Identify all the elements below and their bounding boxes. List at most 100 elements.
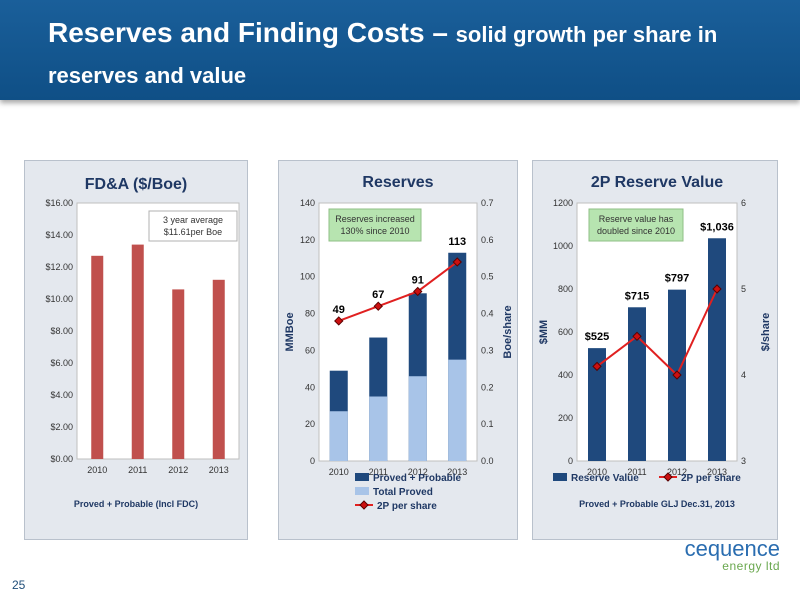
y-tick-label: $10.00 (45, 294, 73, 304)
fda-chart: FD&A ($/Boe) $0.00 $2.00 $4.00 $6.00 $8.00 $10… (45, 176, 240, 509)
x-tick-label: 2013 (707, 467, 727, 477)
y-tick-label: $4.00 (50, 390, 73, 400)
y-right-tick-label: 0.3 (481, 345, 494, 355)
line-point (712, 284, 722, 294)
callout-text: doubled since 2010 (597, 226, 675, 236)
reserve-value-chart-panel: 2P Reserve Value 0 200 400 600 800 1000 1200 3 4 5… (532, 160, 778, 540)
line-point (452, 257, 462, 267)
fda-chart-panel: FD&A ($/Boe) $0.00 $2.00 $4.00 $6.00 $8.00 $10… (24, 160, 248, 540)
callout-text: 130% since 2010 (340, 226, 409, 236)
y-tick-label: $16.00 (45, 198, 73, 208)
series-line (338, 261, 458, 322)
y-right-tick-label: 0.2 (481, 382, 494, 392)
data-label: 113 (448, 236, 466, 248)
chart-title: FD&A ($/Boe) (85, 176, 188, 193)
data-label: 67 (372, 289, 384, 301)
bar-inner (329, 411, 348, 461)
legend-swatch (553, 473, 567, 481)
y-tick-label: 20 (305, 419, 315, 429)
y-tick-label: 140 (300, 198, 315, 208)
x-tick-label: 2011 (369, 467, 388, 477)
y-tick-label: 1200 (553, 198, 573, 208)
x-tick-label: 2010 (87, 465, 107, 475)
data-label: $525 (585, 331, 609, 343)
bar-inner (448, 359, 467, 461)
title-banner: Reserves and Finding Costs – solid growt… (0, 0, 800, 100)
logo-wordmark: cequence (684, 536, 780, 561)
x-tick-label: 2012 (667, 467, 687, 477)
chart-footnote: Proved + Probable GLJ Dec.31, 2013 (579, 499, 735, 509)
callout-text: Reserve value has (599, 214, 674, 224)
y-right-tick-label: 0.4 (481, 309, 494, 319)
series-line (596, 288, 718, 377)
line-point (373, 301, 383, 311)
y-tick-label: 400 (558, 370, 573, 380)
line-point (672, 370, 682, 380)
y-right-tick-label: 3 (741, 456, 746, 466)
bar (212, 279, 225, 459)
legend-marker (359, 500, 369, 510)
callout-box (588, 208, 684, 242)
plot-area (76, 202, 240, 460)
callout-box (148, 210, 238, 242)
line-point (592, 361, 602, 372)
y-right-tick-label: 0.0 (481, 456, 494, 466)
y-tick-label: 1000 (553, 241, 573, 251)
data-label: $1,036 (700, 221, 734, 233)
reserves-chart: Reserves 0 20 40 60 80 100 120 140 0.0 0.1 0.2 0.3 0.… (284, 174, 514, 512)
x-tick-label: 2010 (329, 467, 349, 477)
x-tick-label: 2012 (408, 467, 428, 477)
y-tick-label: 60 (305, 345, 315, 355)
y-tick-label: $0.00 (50, 454, 73, 464)
callout-text: Reserves increased (335, 214, 415, 224)
legend-swatch (355, 473, 369, 481)
data-label: $797 (665, 273, 689, 285)
line-point (334, 316, 344, 326)
y-axis-label: $MM (538, 320, 550, 344)
x-tick-label: 2011 (128, 465, 147, 475)
x-tick-label: 2013 (447, 467, 467, 477)
y-tick-label: 80 (305, 309, 315, 319)
bar-inner (408, 376, 427, 461)
bar (91, 255, 104, 459)
legend-label: 2P per share (681, 473, 741, 484)
line-point (413, 286, 423, 297)
callout-text: 3 year average (163, 215, 223, 225)
y-axis-label: MMBoe (284, 312, 296, 351)
slide-title: Reserves and Finding Costs – solid growt… (48, 14, 768, 98)
y-tick-label: $14.00 (45, 230, 73, 240)
line-point (632, 331, 642, 342)
y-tick-label: $2.00 (50, 422, 73, 432)
slide-title-main: Reserves and Finding Costs – (48, 17, 456, 48)
y-tick-label: $6.00 (50, 358, 73, 368)
y-right-axis-label: Boe/share (502, 305, 514, 358)
chart-title: Reserves (362, 174, 433, 191)
y-right-axis-label: $/share (760, 313, 772, 352)
bar (172, 289, 185, 459)
chart-footnote: Proved + Probable (Incl FDC) (74, 499, 198, 509)
data-label: 49 (333, 304, 345, 316)
y-tick-label: 0 (310, 456, 315, 466)
bar (628, 307, 646, 461)
callout-box (328, 208, 422, 242)
legend-label: Proved + Probable (373, 473, 462, 484)
data-label: 91 (412, 274, 424, 286)
y-right-tick-label: 6 (741, 198, 746, 208)
logo-tagline: energy ltd (722, 559, 780, 573)
y-tick-label: 120 (300, 235, 315, 245)
bar (588, 348, 606, 461)
chart-title: 2P Reserve Value (591, 174, 723, 191)
company-logo: cequence energy ltd (670, 536, 780, 573)
x-tick-label: 2012 (168, 465, 188, 475)
legend-label: 2P per share (377, 501, 437, 512)
data-label: $715 (625, 290, 649, 302)
bar-inner (369, 396, 388, 461)
reserve-value-chart: 2P Reserve Value 0 200 400 600 800 1000 1200 3 4 5… (538, 174, 772, 509)
legend-label: Total Proved (373, 487, 433, 498)
y-right-tick-label: 5 (741, 284, 746, 294)
page-number: 25 (12, 578, 26, 592)
y-tick-label: $12.00 (45, 262, 73, 272)
reserves-chart-panel: Reserves 0 20 40 60 80 100 120 140 0.0 0.1 0.2 0.3 0.… (278, 160, 518, 540)
y-tick-label: 40 (305, 382, 315, 392)
y-tick-label: 600 (558, 327, 573, 337)
